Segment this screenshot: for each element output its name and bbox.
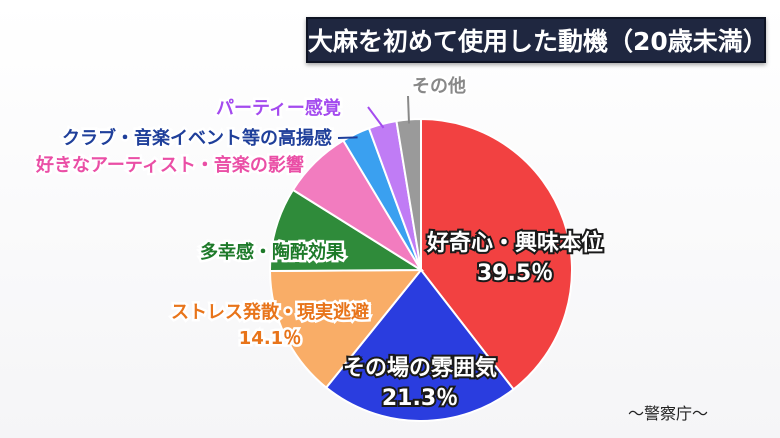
slice-label-euphoria: 多幸感・陶酔効果 [198,240,347,266]
slice-label-artist: 好きなアーティスト・音楽の影響 [34,153,307,179]
leader-line-club [337,136,358,139]
pie-slice-stress [268,268,424,389]
pie-slice-euphoria [268,188,425,272]
slice-label-other: その他 [410,74,469,100]
source-credit: 〜警察庁〜 [627,404,708,423]
leader-line-other [407,95,411,124]
pie-slice-atmosphere [324,268,515,422]
pie-slice-curiosity [420,117,573,391]
leader-line-party [367,106,385,129]
chart-title: 大麻を初めて使用した動機（20歳未満） [306,17,768,63]
slice-label-stress: ストレス発散・現実逃避 14.1％ [169,300,372,352]
slice-label-atmosphere: その場の雰囲気 21.3％ [341,354,499,413]
slice-label-club: クラブ・音楽イベント等の高揚感 [60,126,335,152]
slice-label-party: パーティー感覚 [214,96,344,122]
slice-label-curiosity: 好奇心・興味本位 39.5％ [425,229,605,288]
